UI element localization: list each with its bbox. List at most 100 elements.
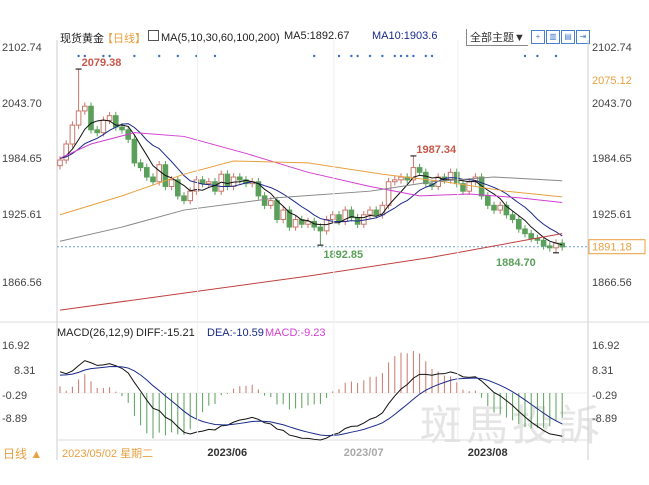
price-annotation: 1884.70 [496,257,536,269]
signal-dot [350,54,353,58]
signal-dot [133,54,136,58]
cursor-date: 2023/05/02 星期二 [62,448,154,460]
candle-body [137,162,144,169]
candle-body [206,181,212,185]
macd-value: MACD:-9.23 [265,327,326,339]
candle-body [199,179,206,185]
y-tick-label-right: 1984.65 [592,153,632,165]
jump-end-icon[interactable]: ⇥ [576,30,590,44]
candle-body [385,181,392,206]
candle-body [255,181,262,197]
candle-body [491,204,497,211]
candle-body [373,209,379,216]
diff-line [59,360,563,441]
ma30-line [59,132,563,204]
macd-y-tick-label: 16.92 [2,340,30,352]
signal-dot [430,54,434,58]
candle-body [286,209,293,228]
price-annotation: 1987.34 [416,144,457,156]
zoom-in-icon[interactable]: ▥ [546,30,560,44]
macd-y-tick-label-right: 16.92 [592,340,620,352]
y-tick-label-right: 1925.61 [592,209,632,221]
candle-body [466,181,472,192]
y-tick-label-right: 2043.70 [592,98,632,110]
candle-body [336,214,342,222]
signal-dot [536,54,539,58]
candle-body [57,159,63,167]
signal-dot [523,54,527,58]
macd-y-tick-label-right: -8.89 [592,413,617,425]
signal-dot [77,54,80,58]
candle-body [323,219,330,232]
signal-dot [102,54,105,58]
x-tick-label: 2023/06 [207,447,247,459]
last-price-box [588,239,646,255]
candle-body [131,138,138,164]
candle-body [119,126,125,131]
period-toggle-button[interactable]: 日线 ▲ [3,447,43,461]
signal-dot [337,54,341,58]
candle-body [398,176,404,181]
ma100-line [59,176,563,242]
candle-body [168,179,175,187]
price-annotation: 1892.85 [323,249,363,261]
y-tick-label: 1866.56 [2,277,42,289]
candle-body [280,209,286,221]
candle-body [144,167,150,178]
macd-y-tick-label: 8.31 [14,365,35,377]
ma10-value: MA10:1903.6 [372,30,438,42]
ma5-line [59,119,563,246]
theme-select[interactable]: 全部主题▼ [466,29,528,46]
candle-body [547,245,553,249]
candle-body [237,176,243,181]
candle-body [274,200,280,221]
signal-dot [393,54,396,58]
candle-body [416,167,423,173]
candle-body [69,124,76,145]
candle-body [497,204,503,211]
candle-body [522,228,528,235]
y-tick-label: 2102.74 [2,42,42,54]
candle-body [193,179,200,192]
macd-y-tick-label-right: -0.29 [592,390,617,402]
candle-body [150,176,156,183]
signal-dot [381,54,384,58]
ma-settings[interactable]: MA(5,10,30,60,100,200) [148,30,280,44]
ma60-line [59,160,563,216]
instrument-name: 现货黄金 [60,33,104,45]
candle-body [187,190,193,202]
signal-dot [424,54,427,58]
macd-y-tick-label: -0.29 [2,390,27,402]
macd-diff: DIFF:-15.21 [136,327,195,339]
signal-dot [399,54,403,58]
candle-body [292,219,299,228]
price-annotation: 2079.38 [82,57,122,69]
ma200-line [59,233,563,311]
candle-body [447,171,454,181]
candle-body [181,195,187,202]
candle-body [460,183,466,192]
dea-line [59,365,563,437]
candle-body [516,219,522,230]
candle-body [82,105,88,112]
x-tick-label: 2023/07 [344,447,384,459]
signal-dot [356,54,359,58]
candle-body [63,143,70,161]
candle-body [485,195,491,206]
crosshair-icon[interactable]: + [531,30,545,44]
candle-body [94,129,101,134]
signal-dot [406,54,409,58]
watermark: 斑馬投訴 [420,401,605,450]
x-tick-label: 2023/08 [468,447,508,459]
ma-icon [148,30,159,41]
zoom-out-icon[interactable]: ▤ [561,30,575,44]
candle-body [503,204,510,216]
macd-y-tick-label-right: 8.31 [592,365,613,377]
signal-dot [83,54,87,58]
candle-body [540,239,547,247]
candle-body [88,105,94,131]
macd-dea: DEA:-10.59 [207,327,264,339]
candle-body [268,200,274,206]
ma5-value: MA5:1892.67 [284,30,350,42]
